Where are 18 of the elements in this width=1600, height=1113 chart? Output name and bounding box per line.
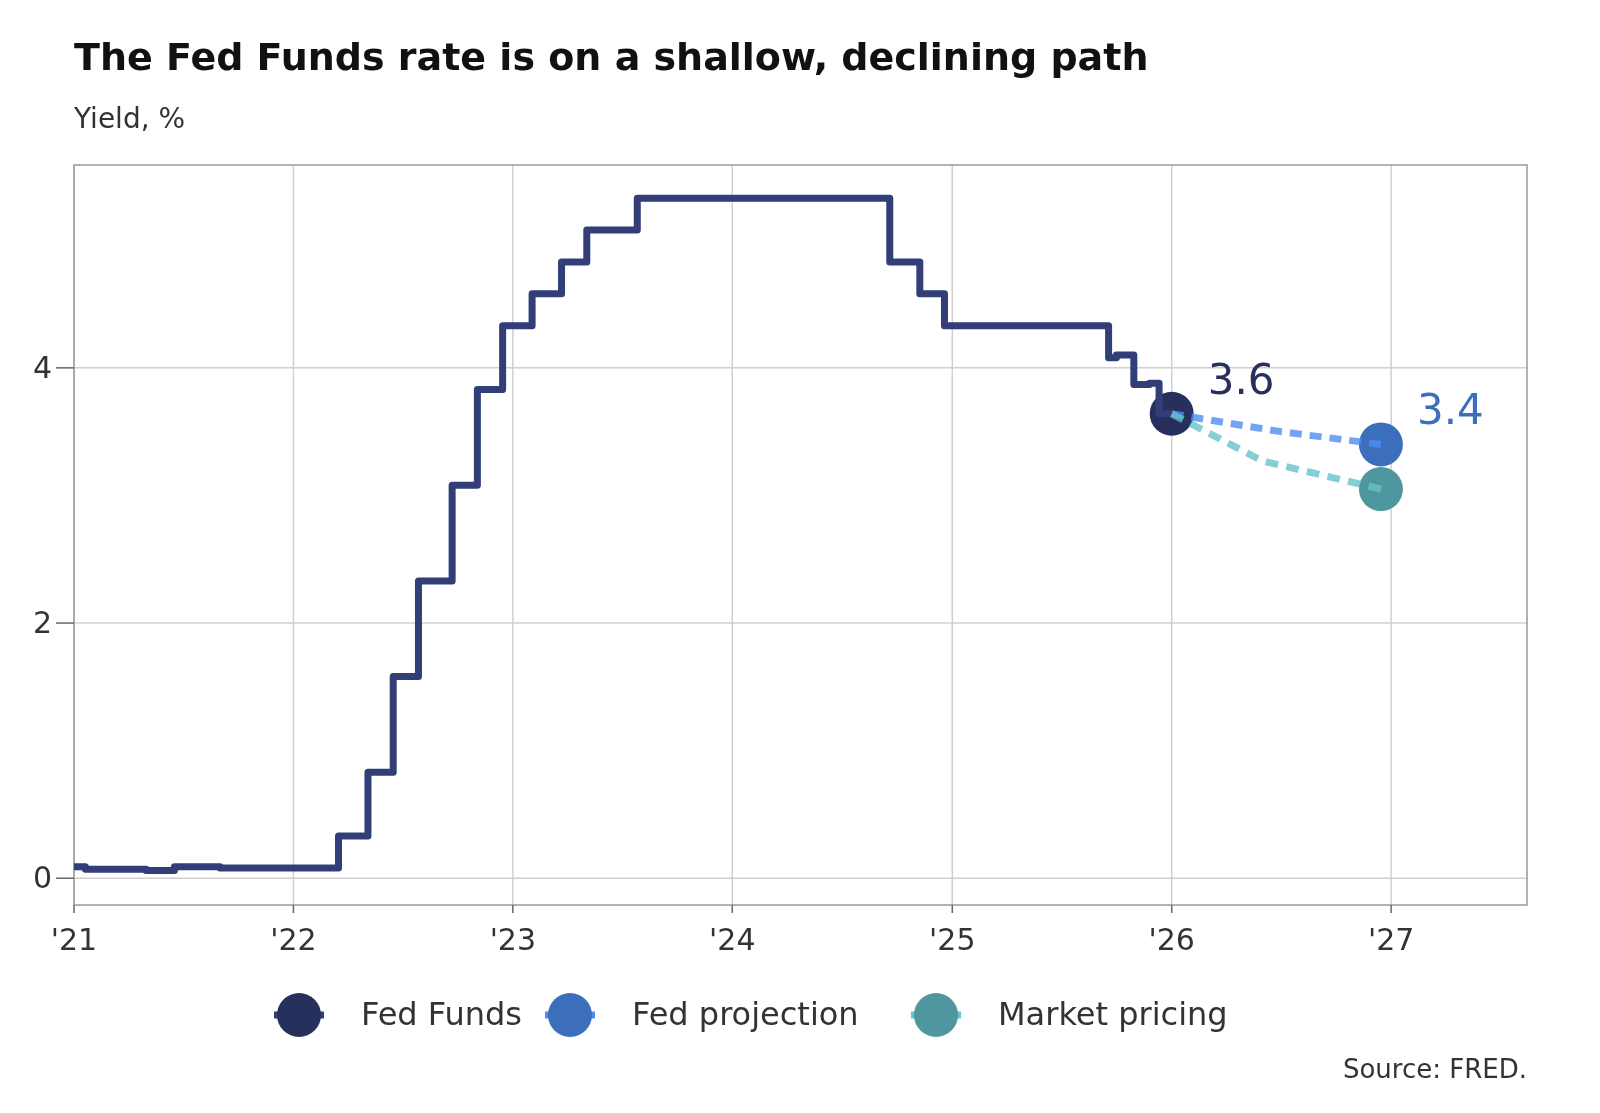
y-tick-label: 2 — [32, 605, 52, 641]
x-tick-label: '25 — [929, 922, 976, 957]
legend-label: Fed projection — [632, 995, 859, 1033]
x-tick-label: '27 — [1367, 922, 1415, 957]
chart-subtitle: Yield, % — [73, 102, 186, 135]
x-tick-label: '24 — [709, 922, 756, 957]
x-tick-label: '26 — [1148, 922, 1195, 957]
data-label: 3.6 — [1207, 354, 1275, 404]
legend-label: Fed Funds — [361, 995, 523, 1033]
legend-label: Market pricing — [998, 995, 1228, 1033]
y-tick-label: 0 — [32, 860, 52, 896]
chart-title: The Fed Funds rate is on a shallow, declining path — [74, 35, 1149, 79]
data-label: 3.4 — [1416, 385, 1484, 435]
source-note: Source: FRED. — [1342, 1054, 1527, 1084]
x-tick-label: '22 — [270, 922, 317, 957]
y-tick-label: 4 — [32, 349, 52, 385]
x-tick-label: '21 — [50, 922, 98, 957]
x-tick-label: '23 — [489, 922, 537, 957]
